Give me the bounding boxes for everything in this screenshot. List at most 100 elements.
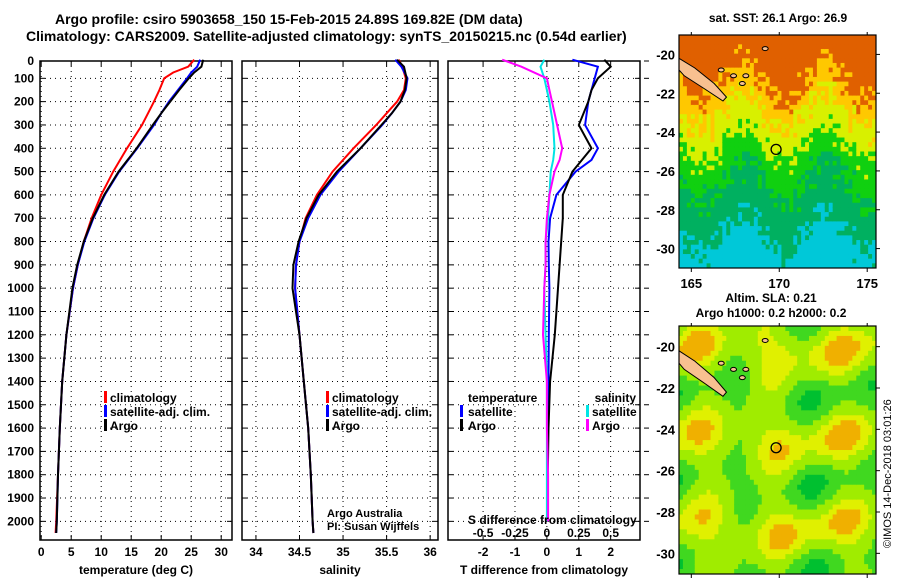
map-cell (836, 554, 842, 560)
map-cell (781, 554, 786, 560)
map-cell (872, 160, 877, 166)
map-cell (753, 114, 759, 120)
map-cell (773, 254, 778, 260)
map-cell (852, 188, 857, 194)
map-cell (745, 569, 751, 575)
map-cell (738, 524, 743, 530)
map-cell (722, 435, 727, 441)
map-cell (761, 549, 767, 555)
map-cell (868, 86, 873, 92)
map-cell (812, 100, 818, 106)
map-cell (872, 53, 877, 59)
map-cell (745, 469, 751, 476)
s-axis-label: S difference from climatology (468, 513, 637, 527)
map-cell (702, 489, 708, 496)
map-cell (824, 67, 830, 73)
map-cell (777, 193, 782, 199)
map-cell (820, 430, 826, 436)
map-cell (679, 494, 684, 501)
map-cell (765, 554, 771, 560)
map-cell (686, 179, 692, 185)
map-cell (797, 544, 802, 550)
map-cell (718, 151, 723, 157)
map-cell (730, 326, 735, 332)
map-cell (789, 67, 794, 73)
map-cell (742, 76, 747, 83)
map-cell (781, 254, 786, 260)
map-cell (757, 109, 763, 115)
map-cell (812, 212, 818, 218)
map-cell (836, 365, 842, 372)
map-cell (820, 385, 826, 391)
map-cell (836, 330, 842, 337)
map-cell (769, 100, 775, 106)
map-cell (840, 400, 845, 406)
map-cell (816, 188, 822, 194)
map-cell (828, 48, 834, 55)
map-cell (805, 160, 810, 166)
map-cell (698, 474, 704, 481)
map-cell (702, 544, 708, 550)
map-cell (679, 109, 684, 115)
map-cell (793, 90, 798, 97)
map-cell (753, 345, 759, 352)
map-cell (844, 226, 849, 232)
map-cell (686, 484, 692, 491)
map-cell (742, 44, 747, 50)
map-cell (836, 165, 842, 171)
map-cell (797, 235, 802, 241)
map-cell (698, 405, 704, 411)
map-cell (805, 544, 810, 550)
map-cell (690, 524, 696, 530)
map-cell (765, 459, 771, 466)
map-cell (722, 160, 727, 166)
map-cell (805, 263, 810, 269)
map-cell (745, 355, 751, 362)
map-cell (679, 549, 684, 555)
map-cell (726, 44, 731, 50)
map-cell (710, 142, 715, 148)
map-cell (801, 484, 806, 491)
map-cell (864, 254, 869, 260)
map-cell (840, 198, 845, 204)
map-cell (809, 184, 814, 190)
map-cell (844, 151, 849, 157)
map-cell (686, 415, 692, 421)
map-cell (718, 58, 723, 64)
map-cell (864, 207, 869, 213)
map-cell (820, 230, 826, 236)
map-cell (812, 165, 818, 171)
map-cell (698, 226, 704, 232)
map-cell (730, 405, 735, 411)
map-cell (718, 559, 723, 565)
map-cell (856, 81, 861, 87)
map-cell (773, 499, 778, 506)
map-cell (864, 230, 869, 236)
map-cell (726, 549, 731, 555)
map-cell (698, 146, 704, 152)
map-cell (820, 165, 826, 171)
map-cell (765, 165, 771, 171)
map-cell (742, 410, 747, 416)
map-cell (844, 35, 849, 41)
map-cell (812, 410, 818, 416)
map-cell (686, 254, 692, 260)
map-cell (805, 58, 810, 64)
map-cell (726, 35, 731, 41)
map-cell (698, 529, 704, 535)
map-cell (757, 76, 763, 83)
map-cell (679, 240, 684, 246)
map-cell (793, 100, 798, 106)
map-cell (812, 350, 818, 357)
map-cell (872, 128, 877, 134)
map-cell (757, 504, 763, 511)
map-cell (809, 529, 814, 535)
map-cell (805, 86, 810, 92)
map-cell (801, 564, 806, 570)
map-cell (714, 160, 719, 166)
map-cell (801, 254, 806, 260)
map-cell (734, 258, 739, 264)
map-cell (682, 350, 688, 357)
map-cell (789, 142, 794, 148)
map-cell (749, 244, 755, 250)
